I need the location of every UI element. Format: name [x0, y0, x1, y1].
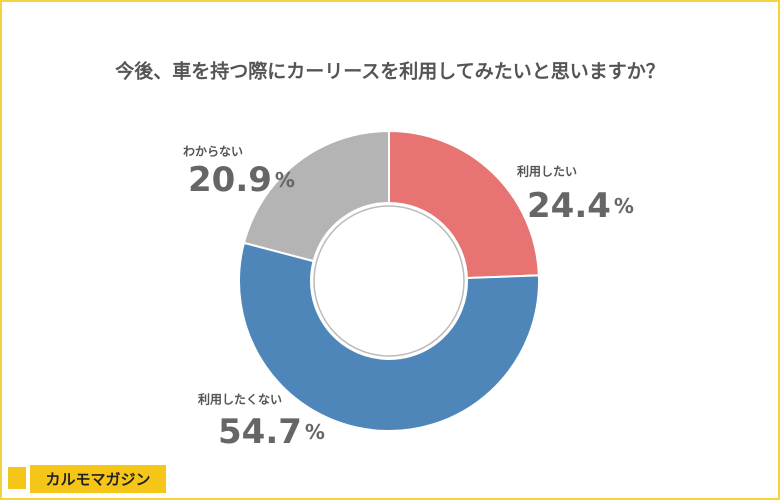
- logo-icon: [8, 467, 26, 489]
- donut-segment: [238, 241, 540, 432]
- value-unit: %: [614, 194, 634, 218]
- inner-circle: [316, 208, 462, 354]
- chart-title: 今後、車を持つ際にカーリースを利用してみたいと思いますか？: [114, 60, 664, 83]
- donut-segment: [242, 129, 390, 263]
- value-label: 20.9%: [188, 160, 295, 200]
- category-label: 利用したくない: [198, 392, 282, 407]
- logo-box: [30, 465, 166, 493]
- value-label: 54.7%: [218, 412, 325, 452]
- category-label: 利用したい: [517, 164, 577, 179]
- value-number: 54.7: [218, 412, 302, 452]
- value-unit: %: [305, 420, 325, 444]
- category-label: わからない: [183, 145, 243, 159]
- value-number: 20.9: [188, 160, 272, 200]
- donut-segment: [388, 129, 540, 280]
- value-unit: %: [275, 168, 295, 192]
- value-number: 24.4: [527, 186, 611, 226]
- value-label: 24.4%: [527, 186, 634, 226]
- logo-text: カルモマガジン: [45, 471, 150, 489]
- logo: カルモマガジン: [8, 465, 166, 493]
